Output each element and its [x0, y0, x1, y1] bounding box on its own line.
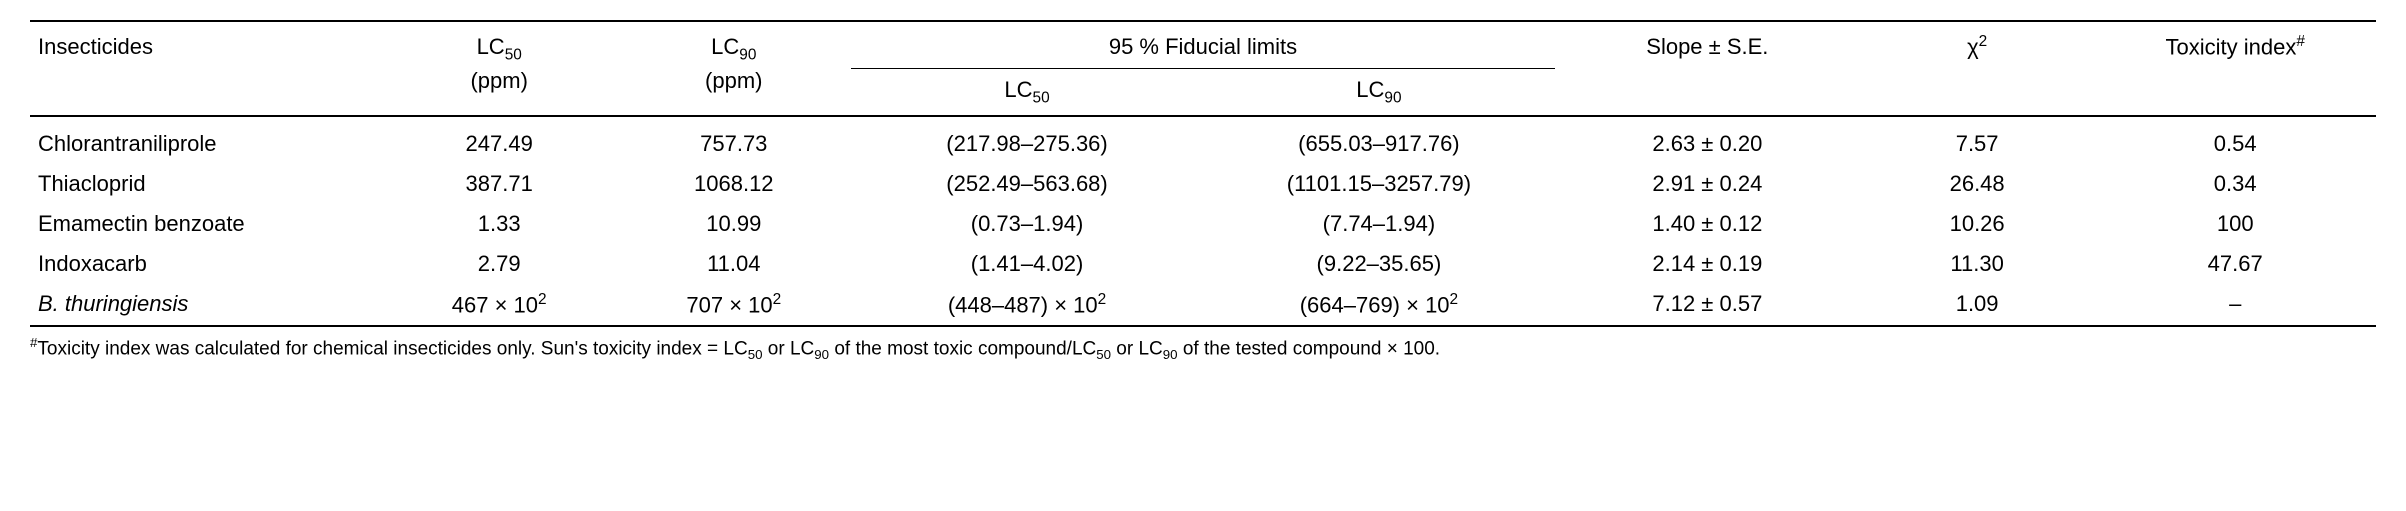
header-lc90: LC90 (ppm) — [616, 21, 851, 116]
cell-tox: 0.54 — [2094, 116, 2376, 164]
cell-insecticide-name: B. thuringiensis — [30, 284, 382, 326]
cell-lc90: 1068.12 — [616, 164, 851, 204]
header-slope: Slope ± S.E. — [1555, 21, 1860, 116]
table-row: Indoxacarb2.7911.04(1.41–4.02)(9.22–35.6… — [30, 244, 2376, 284]
cell-tox: 0.34 — [2094, 164, 2376, 204]
cell-slope: 2.63 ± 0.20 — [1555, 116, 1860, 164]
cell-fl50: (448–487) × 102 — [851, 284, 1203, 326]
cell-chi: 7.57 — [1860, 116, 2095, 164]
cell-lc90: 11.04 — [616, 244, 851, 284]
cell-chi: 11.30 — [1860, 244, 2095, 284]
subheader-fl-lc90: LC90 — [1203, 68, 1555, 116]
table-row: Thiacloprid387.711068.12(252.49–563.68)(… — [30, 164, 2376, 204]
cell-lc50: 1.33 — [382, 204, 617, 244]
cell-fl50: (252.49–563.68) — [851, 164, 1203, 204]
cell-lc90: 10.99 — [616, 204, 851, 244]
cell-tox: – — [2094, 284, 2376, 326]
header-insecticides: Insecticides — [30, 21, 382, 116]
table-row: Emamectin benzoate1.3310.99(0.73–1.94)(7… — [30, 204, 2376, 244]
table-row: B. thuringiensis467 × 102707 × 102(448–4… — [30, 284, 2376, 326]
header-lc50: LC50 (ppm) — [382, 21, 617, 116]
header-chi: χ2 — [1860, 21, 2095, 116]
cell-lc90: 707 × 102 — [616, 284, 851, 326]
table-row: Chlorantraniliprole247.49757.73(217.98–2… — [30, 116, 2376, 164]
cell-insecticide-name: Indoxacarb — [30, 244, 382, 284]
cell-fl90: (1101.15–3257.79) — [1203, 164, 1555, 204]
cell-fl90: (655.03–917.76) — [1203, 116, 1555, 164]
header-toxicity-index: Toxicity index# — [2094, 21, 2376, 116]
cell-chi: 1.09 — [1860, 284, 2095, 326]
cell-slope: 1.40 ± 0.12 — [1555, 204, 1860, 244]
cell-lc50: 467 × 102 — [382, 284, 617, 326]
toxicity-table: Insecticides LC50 (ppm) LC90 (ppm) 95 % … — [30, 20, 2376, 327]
subheader-fl-lc50: LC50 — [851, 68, 1203, 116]
cell-lc50: 387.71 — [382, 164, 617, 204]
cell-fl50: (217.98–275.36) — [851, 116, 1203, 164]
cell-lc50: 2.79 — [382, 244, 617, 284]
cell-fl90: (664–769) × 102 — [1203, 284, 1555, 326]
cell-slope: 2.14 ± 0.19 — [1555, 244, 1860, 284]
cell-lc50: 247.49 — [382, 116, 617, 164]
cell-fl50: (0.73–1.94) — [851, 204, 1203, 244]
cell-chi: 26.48 — [1860, 164, 2095, 204]
cell-tox: 100 — [2094, 204, 2376, 244]
cell-chi: 10.26 — [1860, 204, 2095, 244]
cell-fl90: (7.74–1.94) — [1203, 204, 1555, 244]
cell-insecticide-name: Thiacloprid — [30, 164, 382, 204]
header-fiducial: 95 % Fiducial limits — [851, 21, 1555, 68]
cell-fl90: (9.22–35.65) — [1203, 244, 1555, 284]
cell-lc90: 757.73 — [616, 116, 851, 164]
cell-slope: 2.91 ± 0.24 — [1555, 164, 1860, 204]
table-body: Chlorantraniliprole247.49757.73(217.98–2… — [30, 116, 2376, 326]
cell-fl50: (1.41–4.02) — [851, 244, 1203, 284]
cell-insecticide-name: Emamectin benzoate — [30, 204, 382, 244]
cell-tox: 47.67 — [2094, 244, 2376, 284]
cell-insecticide-name: Chlorantraniliprole — [30, 116, 382, 164]
cell-slope: 7.12 ± 0.57 — [1555, 284, 1860, 326]
footnote: #Toxicity index was calculated for chemi… — [30, 327, 2376, 362]
